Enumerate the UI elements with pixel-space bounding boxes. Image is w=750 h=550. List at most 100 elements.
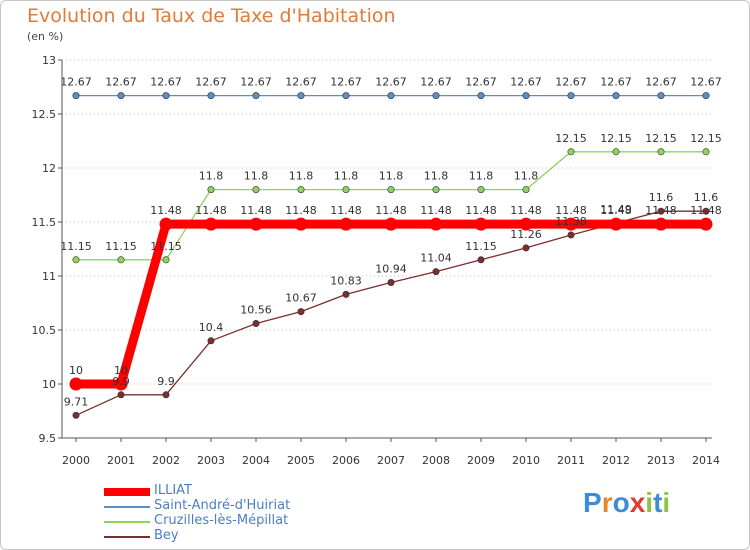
data-point [432, 186, 440, 194]
y-tick-label: 10.5 [32, 324, 57, 337]
data-label: 11.48 [465, 204, 497, 217]
data-label: 11.8 [469, 170, 494, 183]
data-point [612, 92, 620, 100]
x-tick-label: 2005 [287, 454, 315, 467]
data-point [252, 320, 260, 328]
y-axis-unit-label: (en %) [27, 30, 64, 43]
data-label: 11.48 [195, 204, 227, 217]
x-tick-label: 2008 [422, 454, 450, 467]
legend-swatch [104, 521, 150, 523]
data-label: 11.26 [510, 228, 542, 241]
data-label: 11.8 [379, 170, 404, 183]
data-point [429, 217, 443, 231]
y-tick-label: 10 [42, 378, 56, 391]
data-point [117, 256, 125, 264]
data-label: 11.8 [244, 170, 269, 183]
data-label: 11.15 [60, 240, 92, 253]
data-point [207, 186, 215, 194]
data-point [474, 217, 488, 231]
data-point [384, 217, 398, 231]
data-point [657, 207, 665, 215]
data-point [72, 92, 80, 100]
data-point [72, 411, 80, 419]
data-label: 10.83 [330, 274, 362, 287]
x-tick-label: 2011 [557, 454, 585, 467]
data-point [297, 308, 305, 316]
data-point [609, 217, 623, 231]
data-label: 10.4 [199, 321, 224, 334]
data-point [387, 278, 395, 286]
data-label: 9.9 [112, 375, 130, 388]
proxiti-logo: Proxiti [583, 487, 670, 519]
data-label: 12.67 [645, 76, 677, 89]
data-label: 12.67 [150, 76, 182, 89]
legend-swatch [104, 488, 150, 496]
legend-swatch [104, 506, 150, 508]
logo-letter: t [653, 487, 663, 518]
series-lines [69, 92, 713, 419]
data-point [654, 217, 668, 231]
data-label: 9.71 [64, 395, 89, 408]
data-point [477, 186, 485, 194]
data-label: 9.9 [157, 375, 175, 388]
data-label: 10.67 [285, 292, 317, 305]
data-point [657, 92, 665, 100]
data-label: 11.8 [514, 170, 539, 183]
x-tick-label: 2010 [512, 454, 540, 467]
data-point [342, 290, 350, 298]
data-point [69, 377, 83, 391]
data-point [159, 217, 173, 231]
legend-label: Cruzilles-lès-Mépillat [154, 513, 289, 528]
data-point [567, 92, 575, 100]
y-tick-label: 11.5 [32, 216, 57, 229]
x-tick-label: 2006 [332, 454, 360, 467]
data-label: 11.48 [600, 204, 632, 217]
legend-label: Bey [154, 528, 179, 543]
x-tick-label: 2012 [602, 454, 630, 467]
data-label: 12.67 [600, 76, 632, 89]
data-label: 12.67 [555, 76, 587, 89]
data-label: 11.48 [240, 204, 272, 217]
x-tick-label: 2007 [377, 454, 405, 467]
data-label: 12.15 [645, 132, 677, 145]
data-label: 12.67 [420, 76, 452, 89]
x-tick-label: 2009 [467, 454, 495, 467]
data-label: 11.48 [555, 204, 587, 217]
data-point [72, 256, 80, 264]
logo-letter: i [662, 487, 671, 518]
data-point [657, 148, 665, 156]
data-label: 10 [69, 364, 83, 377]
data-point [297, 186, 305, 194]
data-point [432, 92, 440, 100]
data-label: 11.8 [289, 170, 314, 183]
data-label: 11.8 [334, 170, 359, 183]
data-label: 12.15 [555, 132, 587, 145]
x-tick-label: 2002 [152, 454, 180, 467]
data-point [162, 391, 170, 399]
data-label: 10 [114, 364, 128, 377]
data-point [522, 244, 530, 252]
data-label: 12.67 [105, 76, 137, 89]
data-point [432, 268, 440, 276]
data-point [117, 391, 125, 399]
data-point [612, 148, 620, 156]
data-point [387, 186, 395, 194]
logo-letter: r [601, 487, 613, 518]
data-label: 12.15 [600, 132, 632, 145]
data-point [522, 186, 530, 194]
data-point [702, 92, 710, 100]
data-point [162, 256, 170, 264]
data-label: 10.56 [240, 304, 272, 317]
data-label: 12.67 [240, 76, 272, 89]
data-point [702, 207, 710, 215]
data-point [477, 92, 485, 100]
data-point [342, 92, 350, 100]
logo-letter: x [629, 487, 646, 518]
data-label: 12.15 [690, 132, 722, 145]
data-label: 11.15 [105, 240, 137, 253]
chart-title: Evolution du Taux de Taxe d'Habitation [27, 5, 396, 27]
data-point [162, 92, 170, 100]
data-label: 11.48 [375, 204, 407, 217]
logo-letter: o [612, 487, 630, 518]
